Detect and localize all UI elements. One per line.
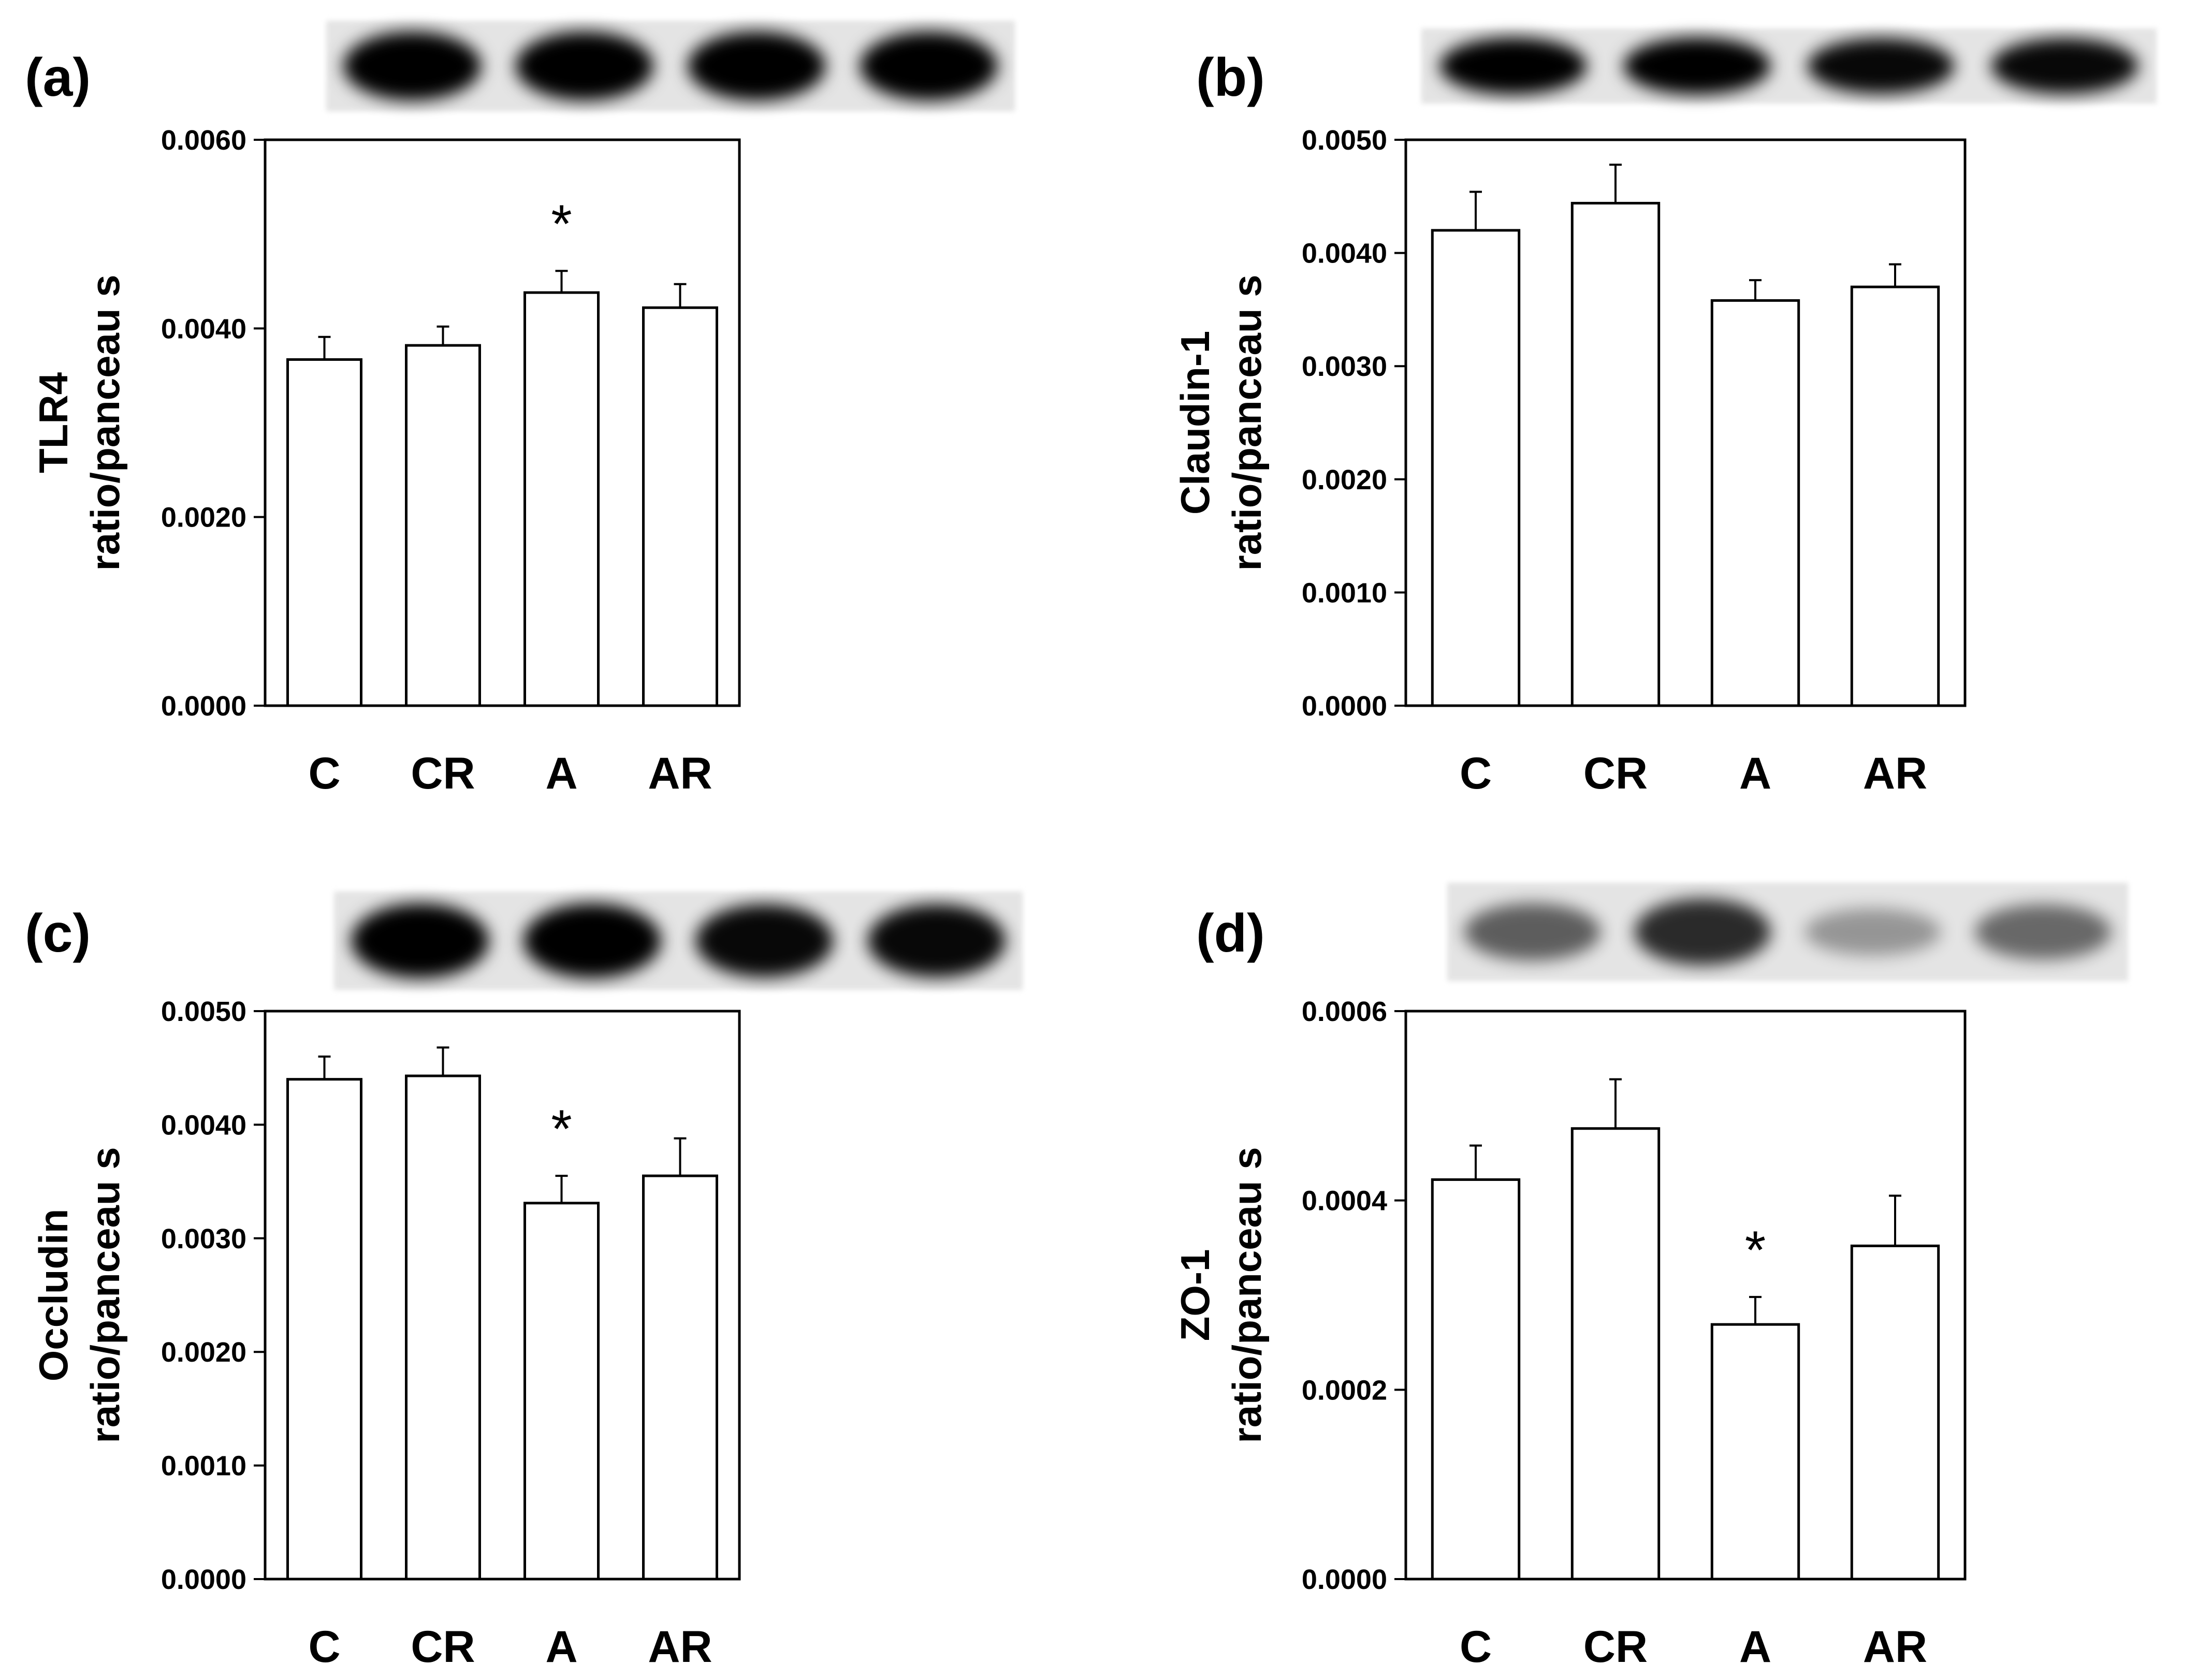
significance-marker: * bbox=[551, 1099, 572, 1159]
y-axis-label: Claudin-1 bbox=[1172, 331, 1218, 515]
y-tick-label: 0.0020 bbox=[1302, 464, 1387, 495]
bar-cr bbox=[1570, 1127, 1661, 1581]
panel-label: (b) bbox=[1196, 48, 1265, 108]
y-axis-label: ratio/panceau s bbox=[1224, 1147, 1270, 1443]
bar-cr bbox=[1570, 201, 1661, 707]
y-tick-label: 0.0040 bbox=[161, 313, 246, 344]
panel-label: (d) bbox=[1196, 903, 1265, 963]
y-tick-label: 0.0030 bbox=[161, 1223, 246, 1254]
x-tick-label: CR bbox=[411, 1622, 475, 1672]
bar-c bbox=[286, 358, 362, 707]
western-blot bbox=[1421, 28, 2157, 104]
x-tick-label: A bbox=[1739, 749, 1771, 798]
plot-frame bbox=[1404, 138, 1967, 707]
y-tick-label: 0.0050 bbox=[1302, 125, 1387, 156]
plot-frame bbox=[264, 1010, 741, 1581]
x-tick-label: AR bbox=[648, 1622, 712, 1672]
plot-frame bbox=[264, 138, 741, 707]
y-tick-label: 0.0000 bbox=[161, 691, 246, 722]
y-tick-label: 0.0000 bbox=[1302, 1564, 1387, 1595]
panel-b: 0.0000 0.0010 0.0020 0.0030 0.0040 0.0050 C CR A… bbox=[1172, 28, 2157, 798]
blot-band bbox=[515, 32, 653, 100]
significance-marker: * bbox=[551, 194, 572, 254]
significance-marker: * bbox=[1745, 1220, 1766, 1280]
bar-ar bbox=[642, 1174, 718, 1581]
bar-ar bbox=[1850, 285, 1940, 707]
y-axis-label: ratio/panceau s bbox=[82, 1147, 128, 1443]
y-axis-label: ratio/panceau s bbox=[82, 274, 128, 571]
y-tick-label: 0.0000 bbox=[161, 1564, 246, 1595]
blot-band bbox=[1991, 38, 2138, 94]
y-axis-label: ratio/panceau s bbox=[1224, 274, 1270, 571]
blot-band bbox=[1439, 37, 1587, 95]
blot-band bbox=[860, 32, 998, 100]
blot-band bbox=[1464, 903, 1600, 961]
y-axis-label: TLR4 bbox=[31, 372, 76, 473]
bar-cr bbox=[405, 1074, 481, 1581]
y-axis-label: Occludin bbox=[31, 1209, 76, 1382]
x-tick-label: C bbox=[308, 1622, 340, 1672]
bar-a bbox=[523, 291, 600, 707]
panel-label: (a) bbox=[25, 48, 91, 108]
blot-band bbox=[1623, 37, 1771, 95]
y-tick-label: 0.0020 bbox=[161, 1337, 246, 1368]
blot-band bbox=[1807, 38, 1955, 94]
bar-ar bbox=[1850, 1244, 1940, 1581]
x-tick-label: CR bbox=[1583, 1622, 1648, 1672]
x-tick-label: AR bbox=[1863, 749, 1927, 798]
y-tick-label: 0.0060 bbox=[161, 125, 246, 156]
blot-band bbox=[867, 904, 1006, 977]
panel-label: (c) bbox=[25, 903, 91, 963]
western-blot bbox=[1447, 883, 2128, 981]
x-tick-label: C bbox=[1460, 1622, 1492, 1672]
x-tick-label: C bbox=[1460, 749, 1492, 798]
blot-band bbox=[695, 904, 834, 977]
y-tick-label: 0.0006 bbox=[1302, 996, 1387, 1027]
y-axis-label: ZO-1 bbox=[1172, 1249, 1218, 1341]
blot-band bbox=[523, 903, 661, 979]
bar-a bbox=[523, 1202, 600, 1581]
bar-c bbox=[1431, 229, 1521, 707]
y-tick-label: 0.0030 bbox=[1302, 351, 1387, 382]
western-blot bbox=[334, 892, 1023, 990]
plot-frame bbox=[1404, 1010, 1967, 1581]
y-tick-label: 0.0002 bbox=[1302, 1375, 1387, 1406]
blot-band bbox=[351, 903, 489, 979]
blot-band bbox=[1804, 908, 1941, 956]
x-tick-label: C bbox=[308, 749, 340, 798]
x-tick-label: CR bbox=[1583, 749, 1648, 798]
y-tick-label: 0.0000 bbox=[1302, 691, 1387, 722]
y-tick-label: 0.0050 bbox=[161, 996, 246, 1027]
bar-c bbox=[1431, 1178, 1521, 1581]
x-tick-label: A bbox=[1739, 1622, 1771, 1672]
bar-ar bbox=[642, 306, 718, 707]
y-tick-label: 0.0010 bbox=[1302, 577, 1387, 608]
bar-a bbox=[1710, 1323, 1800, 1581]
panel-a: 0.0000 0.0020 0.0040 0.0060 C CR A AR * TLR4 ratio… bbox=[25, 21, 1015, 798]
x-tick-label: AR bbox=[648, 749, 712, 798]
x-tick-label: CR bbox=[411, 749, 475, 798]
x-tick-label: A bbox=[545, 749, 577, 798]
blot-band bbox=[688, 32, 826, 100]
western-blot bbox=[326, 21, 1015, 111]
y-tick-label: 0.0040 bbox=[161, 1109, 246, 1141]
y-tick-label: 0.0040 bbox=[1302, 238, 1387, 269]
x-tick-label: A bbox=[545, 1622, 577, 1672]
y-tick-label: 0.0004 bbox=[1302, 1186, 1387, 1217]
y-tick-label: 0.0010 bbox=[161, 1451, 246, 1482]
y-tick-label: 0.0020 bbox=[161, 502, 246, 533]
blot-band bbox=[1634, 898, 1771, 966]
x-tick-label: AR bbox=[1863, 1622, 1927, 1672]
blot-band bbox=[1975, 904, 2112, 960]
bar-cr bbox=[405, 344, 481, 707]
bar-a bbox=[1710, 299, 1800, 707]
blot-band bbox=[343, 32, 482, 100]
panel-d: 0.0000 0.0002 0.0004 0.0006 C CR A AR * ZO-1 ratio… bbox=[1172, 883, 2128, 1672]
bar-c bbox=[286, 1078, 362, 1581]
panel-c: 0.0000 0.0010 0.0020 0.0030 0.0040 0.0050 C CR A… bbox=[25, 892, 1023, 1672]
